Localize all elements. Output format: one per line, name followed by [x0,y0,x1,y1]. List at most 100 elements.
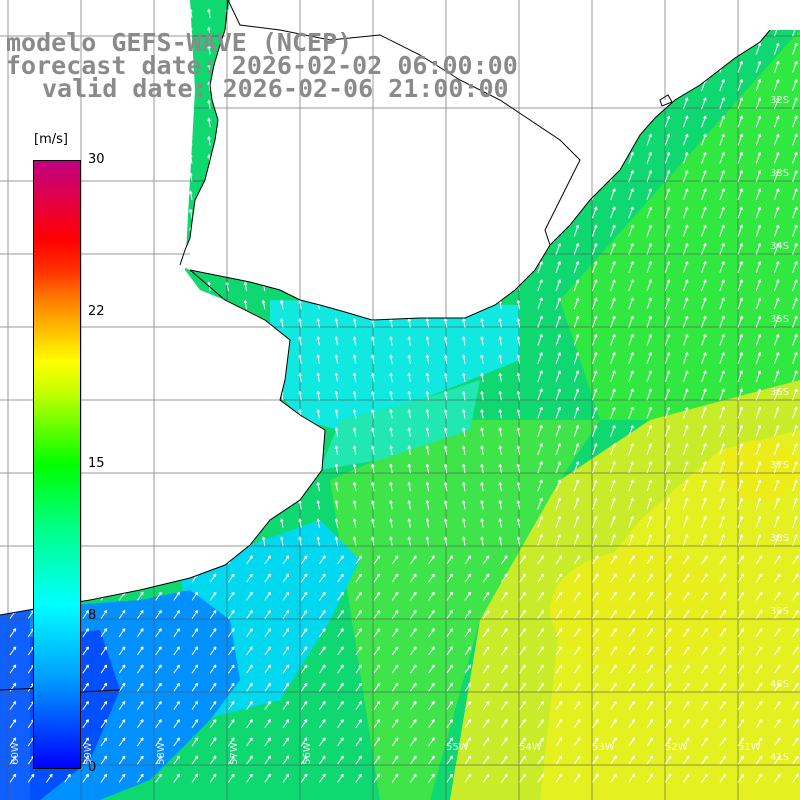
lon-label: 55W [446,742,469,753]
wind-arrow [682,461,689,474]
wind-arrow [610,515,616,528]
wind-arrow [516,463,521,474]
wind-arrow [227,755,235,765]
wind-arrow [591,700,599,710]
lat-label: 36S [770,387,790,398]
wind-arrow [136,682,144,692]
wind-arrow [282,682,290,692]
wind-arrow [664,242,671,255]
wind-arrow [537,479,543,492]
wind-arrow [610,279,616,292]
wind-arrow [371,391,375,401]
wind-arrow [701,555,708,565]
lon-label: 51W [738,742,761,753]
wind-arrow [428,591,435,601]
wind-arrow [628,573,635,583]
wind-arrow [792,406,798,419]
wind-arrow [682,515,689,528]
wind-arrow [701,224,707,237]
wind-arrow [719,443,725,455]
wind-arrow [591,224,598,237]
wind-arrow [664,737,672,747]
wind-arrow [136,609,144,619]
wind-arrow [664,700,672,710]
wind-arrow [682,573,690,583]
wind-arrow [737,755,745,765]
wind-arrow [628,479,634,492]
wind-arrow [682,646,690,656]
wind-arrow [480,445,484,455]
wind-arrow [371,427,375,437]
wind-arrow [500,755,508,765]
wind-arrow [573,664,581,674]
lon-label: 57W [228,742,240,765]
wind-arrow [737,188,743,201]
wind-arrow [409,628,417,638]
wind-arrow [737,461,743,474]
wind-arrow [701,242,707,255]
wind-arrow [282,555,290,565]
wind-arrow [443,445,448,455]
wind-arrow [373,628,381,638]
wind-arrow [719,133,725,146]
wind-arrow [209,682,217,692]
wind-arrow [792,646,799,656]
wind-arrow [389,463,393,474]
wind-arrow [646,555,654,565]
wind-arrow [719,591,726,601]
wind-arrow [773,443,780,455]
wind-arrow [191,646,199,656]
wind-arrow [610,297,616,310]
wind-arrow [646,479,652,492]
wind-arrow [755,224,762,237]
wind-arrow [792,42,798,55]
wind-arrow [409,646,417,656]
wind-arrow [482,719,490,729]
wind-arrow [701,682,708,692]
wind-arrow [701,515,707,528]
wind-arrow [516,482,521,492]
wind-arrow [519,719,526,729]
wind-arrow [591,206,598,219]
wind-arrow [371,518,375,528]
wind-arrow [446,773,453,783]
wind-arrow [480,372,484,383]
wind-arrow [628,424,634,437]
wind-arrow [100,682,108,692]
wind-arrow [155,591,162,601]
wind-arrow [664,370,671,383]
wind-arrow [537,443,543,455]
wind-arrow [773,479,780,492]
wind-arrow [373,573,381,583]
wind-arrow [646,170,652,182]
wind-arrow [701,188,707,201]
wind-arrow [628,352,634,364]
wind-arrow [155,700,162,710]
wind-arrow [682,682,690,692]
wind-arrow [519,628,526,638]
wind-arrow [482,664,490,674]
wind-arrow [191,591,199,601]
wind-arrow [191,609,199,619]
wind-arrow [462,336,466,346]
wind-arrow [443,318,448,328]
wind-arrow [209,628,217,638]
colorbar-tick-0: 0 [88,760,97,775]
wind-arrow [352,463,357,474]
wind-arrow [207,27,211,37]
wind-arrow [755,555,763,565]
wind-arrow [480,518,484,528]
wind-arrow [407,336,411,346]
wind-arrow [792,555,799,565]
wind-arrow [737,591,745,601]
wind-arrow [610,700,617,710]
wind-arrow [462,372,466,383]
wind-arrow [792,206,798,219]
wind-arrow [537,719,544,729]
wind-arrow [628,700,635,710]
wind-arrow [555,424,561,437]
wind-arrow [409,719,417,729]
wind-arrow [573,297,580,310]
wind-arrow [628,646,635,656]
wind-arrow [537,591,544,601]
